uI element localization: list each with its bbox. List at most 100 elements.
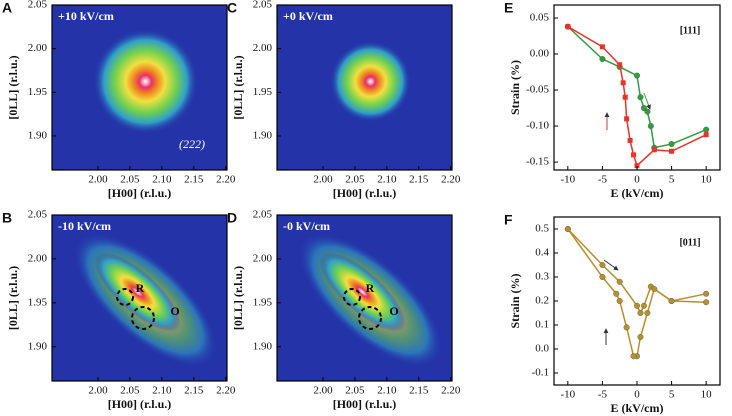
y-tick-label: 0.1 <box>535 319 549 331</box>
plot-frame <box>51 214 228 382</box>
x-tick-label: 2.15 <box>184 174 204 186</box>
y-tick-label: 2.05 <box>253 0 273 11</box>
y-tick-label: 0.0 <box>535 343 549 355</box>
plot-frame <box>276 214 453 382</box>
marker <box>627 137 633 143</box>
marker <box>637 334 644 341</box>
y-tick-label: 1.95 <box>253 86 273 98</box>
marker <box>644 108 651 115</box>
annotation: R <box>136 281 145 295</box>
y-tick-label: -0.10 <box>526 120 549 132</box>
marker <box>599 44 605 50</box>
x-tick-label: 2.00 <box>313 174 333 186</box>
marker <box>634 163 640 169</box>
x-tick-label: -10 <box>560 174 575 186</box>
diffraction-spot <box>94 252 181 332</box>
x-tick-label: 2.10 <box>152 174 172 186</box>
x-tick-label: -10 <box>560 389 575 401</box>
y-tick-label: 1.95 <box>28 86 48 98</box>
y-tick-label: 1.90 <box>28 129 48 141</box>
marker <box>565 24 571 30</box>
y-tick-label: 2.00 <box>28 252 48 264</box>
marker <box>616 278 623 285</box>
annotation: O <box>170 304 179 318</box>
panel-letter: A <box>2 0 12 16</box>
diffraction-spot <box>319 252 406 332</box>
y-tick-label: 2.05 <box>28 0 48 11</box>
marker <box>599 274 606 281</box>
region-circle <box>343 288 361 306</box>
y-tick-label: -0.1 <box>532 367 549 379</box>
marker <box>620 80 626 86</box>
marker <box>630 353 637 360</box>
marker <box>640 302 647 309</box>
diffraction-spot <box>93 29 198 134</box>
field-label: +0 kV/cm <box>283 9 333 23</box>
y-tick-label: 1.90 <box>253 129 273 141</box>
panel-letter: E <box>504 0 513 16</box>
field-label: -10 kV/cm <box>58 219 111 233</box>
marker <box>703 132 709 138</box>
x-tick-label: 2.05 <box>120 174 140 186</box>
arrow <box>603 259 619 271</box>
x-tick-label: 2.05 <box>345 385 365 397</box>
x-tick-label: 2.20 <box>441 174 461 186</box>
y-tick-label: -0.15 <box>526 156 549 168</box>
marker <box>703 299 710 306</box>
marker <box>647 123 654 130</box>
panel-letter: B <box>2 210 12 226</box>
y-tick-label: 2.00 <box>253 252 273 264</box>
x-tick-label: 2.00 <box>88 385 108 397</box>
x-tick-label: 10 <box>701 389 713 401</box>
panel-letter: F <box>504 212 513 228</box>
x-tick-label: 5 <box>669 389 675 401</box>
marker <box>703 290 710 297</box>
y-tick-label: 1.90 <box>253 340 273 352</box>
annotation: R <box>366 281 375 295</box>
crystal-direction: [011] <box>679 237 700 248</box>
marker <box>644 310 651 317</box>
x-tick-label: 2.00 <box>88 174 108 186</box>
marker <box>613 290 620 297</box>
y-tick-label: 2.05 <box>28 209 48 221</box>
marker <box>624 116 630 122</box>
marker <box>622 94 628 100</box>
x-tick-label: 2.15 <box>409 174 429 186</box>
x-tick-label: 10 <box>701 174 713 186</box>
y-axis-label: Strain (%) <box>508 60 522 115</box>
y-tick-label: 0.2 <box>535 295 549 307</box>
x-tick-label: 2.10 <box>377 174 397 186</box>
y-tick-label: 2.05 <box>253 209 273 221</box>
crystal-direction: [111] <box>680 25 701 36</box>
y-axis-label: [0LL] (r.l.u.) <box>231 55 245 119</box>
marker <box>631 152 637 158</box>
marker <box>634 72 641 79</box>
marker <box>634 302 641 309</box>
y-axis-label: [0LL] (r.l.u.) <box>6 266 20 330</box>
x-axis-label: [H00] (r.l.u.) <box>108 186 172 200</box>
marker <box>599 262 606 269</box>
diffraction-spot <box>330 41 411 122</box>
x-axis-label: E (kV/cm) <box>611 186 664 200</box>
y-tick-label: 1.95 <box>28 296 48 308</box>
marker <box>668 141 675 148</box>
x-tick-label: 2.15 <box>184 385 204 397</box>
y-tick-label: 1.95 <box>253 296 273 308</box>
marker <box>651 286 658 293</box>
marker <box>651 147 657 153</box>
marker <box>564 225 571 232</box>
y-tick-label: -0.05 <box>526 84 549 96</box>
x-tick-label: 2.00 <box>313 385 333 397</box>
x-tick-label: 0 <box>634 174 640 186</box>
plot-background <box>554 5 720 170</box>
y-tick-label: 1.90 <box>28 340 48 352</box>
annotation: O <box>389 304 398 318</box>
x-tick-label: 2.20 <box>441 385 461 397</box>
marker <box>637 94 644 101</box>
region-circle <box>358 306 382 330</box>
x-tick-label: 2.15 <box>409 385 429 397</box>
x-tick-label: -5 <box>598 174 608 186</box>
x-tick-label: 0 <box>634 389 640 401</box>
plot-frame <box>51 4 228 171</box>
